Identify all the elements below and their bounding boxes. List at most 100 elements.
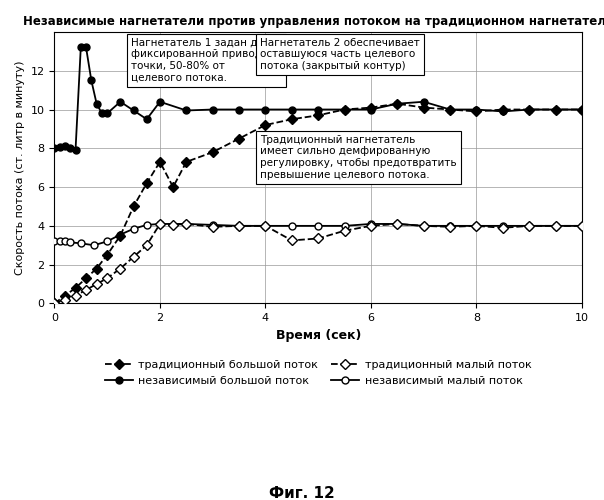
независимый малый поток [56,238,63,244]
традиционный малый поток [72,292,79,298]
независимый большой поток [367,106,374,112]
независимый малый поток [182,221,190,227]
традиционный малый поток [473,223,480,229]
независимый малый поток [420,223,428,229]
независимый малый поток [525,223,533,229]
независимый малый поток [156,221,164,227]
Legend: традиционный большой поток, независимый большой поток, традиционный малый поток,: традиционный большой поток, независимый … [100,355,536,390]
традиционный большой поток [236,136,243,141]
независимый большой поток [98,110,106,116]
независимый малый поток [62,238,69,244]
Text: Фиг. 12: Фиг. 12 [269,486,335,500]
независимый большой поток [66,146,74,152]
Line: независимый малый поток: независимый малый поток [51,220,585,248]
независимый большой поток [341,106,348,112]
независимый большой поток [156,99,164,105]
независимый большой поток [394,100,401,106]
традиционный малый поток [420,223,428,229]
традиционный большой поток [579,106,586,112]
независимый большой поток [315,106,322,112]
традиционный большой поток [473,108,480,114]
независимый малый поток [77,240,85,246]
традиционный большой поток [262,122,269,128]
традиционный малый поток [367,223,374,229]
традиционный малый поток [130,254,137,260]
традиционный большой поток [209,149,216,155]
традиционный большой поток [315,112,322,118]
независимый малый поток [341,223,348,229]
Line: традиционный большой поток: традиционный большой поток [51,100,585,307]
независимый малый поток [579,223,586,229]
традиционный малый поток [288,238,295,244]
традиционный большой поток [552,106,559,112]
независимый малый поток [117,232,124,237]
Text: Традиционный нагнетатель
имеет сильно демфированную
регулировку, чтобы предотвра: Традиционный нагнетатель имеет сильно де… [260,134,457,180]
традиционный малый поток [82,287,89,293]
независимый малый поток [394,221,401,227]
традиционный малый поток [525,223,533,229]
традиционный малый поток [182,221,190,227]
традиционный малый поток [446,224,454,230]
независимый большой поток [236,106,243,112]
независимый большой поток [209,106,216,112]
независимый большой поток [88,78,95,84]
независимый малый поток [66,240,74,246]
независимый малый поток [473,223,480,229]
независимый малый поток [236,223,243,229]
традиционный малый поток [93,281,100,287]
традиционный большой поток [103,252,111,258]
независимый малый поток [262,223,269,229]
независимый большой поток [56,144,63,150]
независимый малый поток [103,238,111,244]
традиционный большой поток [367,104,374,110]
традиционный малый поток [236,223,243,229]
традиционный малый поток [579,223,586,229]
независимый малый поток [315,223,322,229]
традиционный большой поток [182,159,190,165]
традиционный малый поток [143,242,150,248]
независимый малый поток [130,226,137,232]
традиционный малый поток [500,225,507,231]
Text: Нагнетатель 2 обеспечивает
оставшуюся часть целевого
потока (закрытый контур): Нагнетатель 2 обеспечивает оставшуюся ча… [260,38,420,71]
независимый малый поток [446,223,454,229]
независимый большой поток [117,99,124,105]
Title: Независимые нагнетатели против управления потоком на традиционном нагнетателе: Независимые нагнетатели против управлени… [23,15,604,28]
традиционный большой поток [51,300,58,306]
традиционный большой поток [82,275,89,281]
традиционный малый поток [103,275,111,281]
традиционный большой поток [72,285,79,291]
традиционный большой поток [143,180,150,186]
традиционный большой поток [288,116,295,122]
традиционный большой поток [525,106,533,112]
традиционный большой поток [341,106,348,112]
традиционный большой поток [500,106,507,112]
независимый малый поток [209,222,216,228]
Line: традиционный малый поток: традиционный малый поток [51,220,585,307]
традиционный малый поток [341,228,348,234]
независимый малый поток [367,221,374,227]
независимый большой поток [288,106,295,112]
независимый большой поток [143,116,150,122]
независимый малый поток [552,223,559,229]
независимый большой поток [446,106,454,112]
X-axis label: Время (сек): Время (сек) [275,328,361,342]
традиционный малый поток [315,236,322,242]
традиционный большой поток [394,100,401,106]
независимый большой поток [62,144,69,150]
независимый малый поток [91,242,98,248]
независимый малый поток [143,222,150,228]
традиционный большой поток [170,184,177,190]
Y-axis label: Скорость потока (ст. литр в минуту): Скорость потока (ст. литр в минуту) [15,60,25,275]
независимый большой поток [473,106,480,112]
независимый большой поток [77,44,85,51]
традиционный большой поток [62,292,69,298]
независимый малый поток [500,223,507,229]
традиционный малый поток [117,266,124,272]
традиционный малый поток [209,224,216,230]
независимый большой поток [525,106,533,112]
Line: независимый большой поток: независимый большой поток [51,44,585,154]
независимый большой поток [552,106,559,112]
традиционный малый поток [62,296,69,302]
традиционный малый поток [51,300,58,306]
традиционный большой поток [446,106,454,112]
